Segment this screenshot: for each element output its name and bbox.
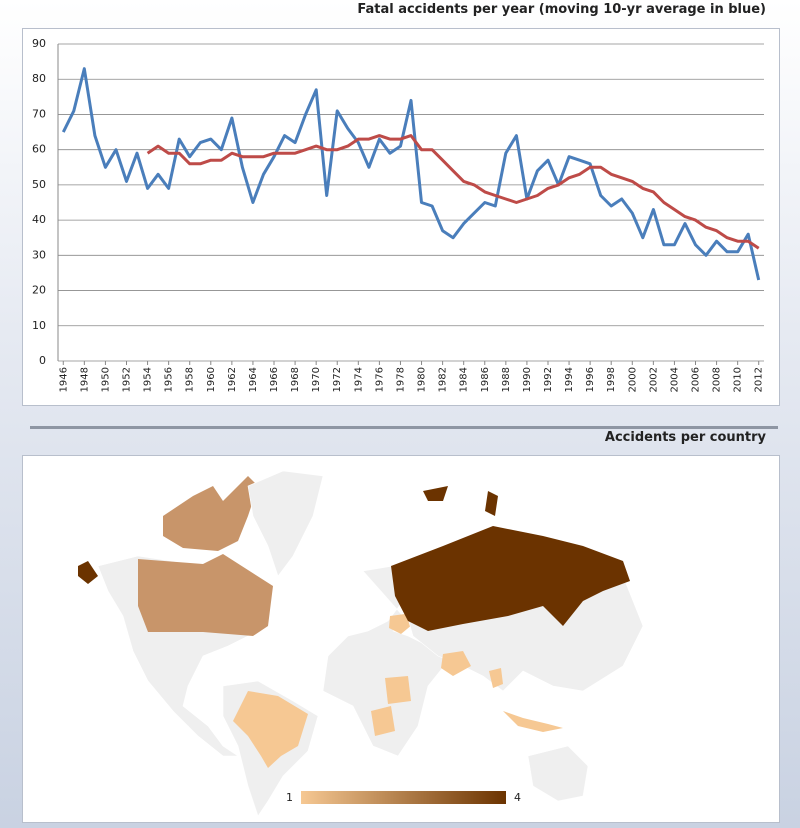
series-line [146,134,760,250]
x-tick-label: 1958 [185,367,196,392]
x-tick-label: 1972 [332,367,343,392]
legend-label: 1 [286,791,293,804]
x-tick-label: 1986 [480,367,491,392]
pakistan [441,651,471,676]
x-tick-label: 1992 [543,367,554,392]
x-tick-label: 1974 [353,367,364,392]
y-tick-label: 60 [32,143,46,156]
russia-islands [423,486,498,516]
y-tick-label: 40 [32,213,46,226]
x-tick-label: 1964 [248,367,259,392]
world-map [78,470,644,817]
arctic-islands [163,476,258,551]
color-scale [301,791,506,804]
map-title: Accidents per country [604,430,766,445]
y-tick-label: 70 [32,107,46,120]
x-tick-label: 2012 [754,367,765,392]
x-tick-label: 1962 [227,367,238,392]
x-tick-label: 1984 [459,367,470,392]
x-tick-label: 2006 [691,367,702,392]
x-tick-label: 2000 [627,367,638,392]
legend-label: 4 [514,791,521,804]
x-tick-label: 1978 [395,367,406,392]
x-tick-label: 1980 [417,367,428,392]
x-tick-label: 1982 [438,367,449,392]
y-tick-label: 80 [32,72,46,85]
y-tick-label: 20 [32,284,46,297]
x-tick-label: 1998 [606,367,617,392]
indonesia [503,711,563,732]
y-tick-label: 90 [32,37,46,50]
land [527,745,589,802]
x-tick-label: 2008 [712,367,723,392]
x-tick-label: 1956 [164,367,175,392]
brazil [233,691,308,768]
x-tick-label: 1988 [501,367,512,392]
x-tick-label: 1954 [143,367,154,392]
line-chart: 0 10 20 30 40 50 60 70 80 90 1946 1948 1950 1952 1954 1… [32,37,765,392]
alaska-tip [78,561,98,584]
x-tick-label: 1970 [311,367,322,392]
x-tick-label: 1994 [564,367,575,392]
chart-title: Fatal accidents per year (moving 10-yr a… [357,2,766,17]
x-tick-label: 2010 [733,367,744,392]
x-tick-label: 2004 [669,367,680,392]
y-tick-label: 0 [39,354,46,367]
x-tick-label: 2002 [648,367,659,392]
x-tick-label: 1960 [206,367,217,392]
y-tick-label: 30 [32,248,46,261]
x-tick-label: 1968 [290,367,301,392]
separator [30,426,778,429]
canada [138,554,273,636]
sudan [385,676,411,704]
x-tick-label: 1946 [58,367,69,392]
series-line [61,67,761,281]
greenland [247,470,324,577]
congo [371,706,395,736]
x-tick-label: 1966 [269,367,280,392]
line-panel: 0 10 20 30 40 50 60 70 80 90 1946 1948 1950 1952 1954 1… [22,28,780,406]
land [322,565,449,757]
y-tick-label: 50 [32,178,46,191]
india-east [489,668,503,688]
x-tick-label: 1950 [100,367,111,392]
x-tick-label: 1976 [374,367,385,392]
y-tick-label: 10 [32,319,46,332]
x-tick-label: 1952 [121,367,132,392]
x-tick-label: 1948 [79,367,90,392]
russia [391,526,630,631]
x-tick-label: 1996 [585,367,596,392]
x-tick-label: 1990 [522,367,533,392]
